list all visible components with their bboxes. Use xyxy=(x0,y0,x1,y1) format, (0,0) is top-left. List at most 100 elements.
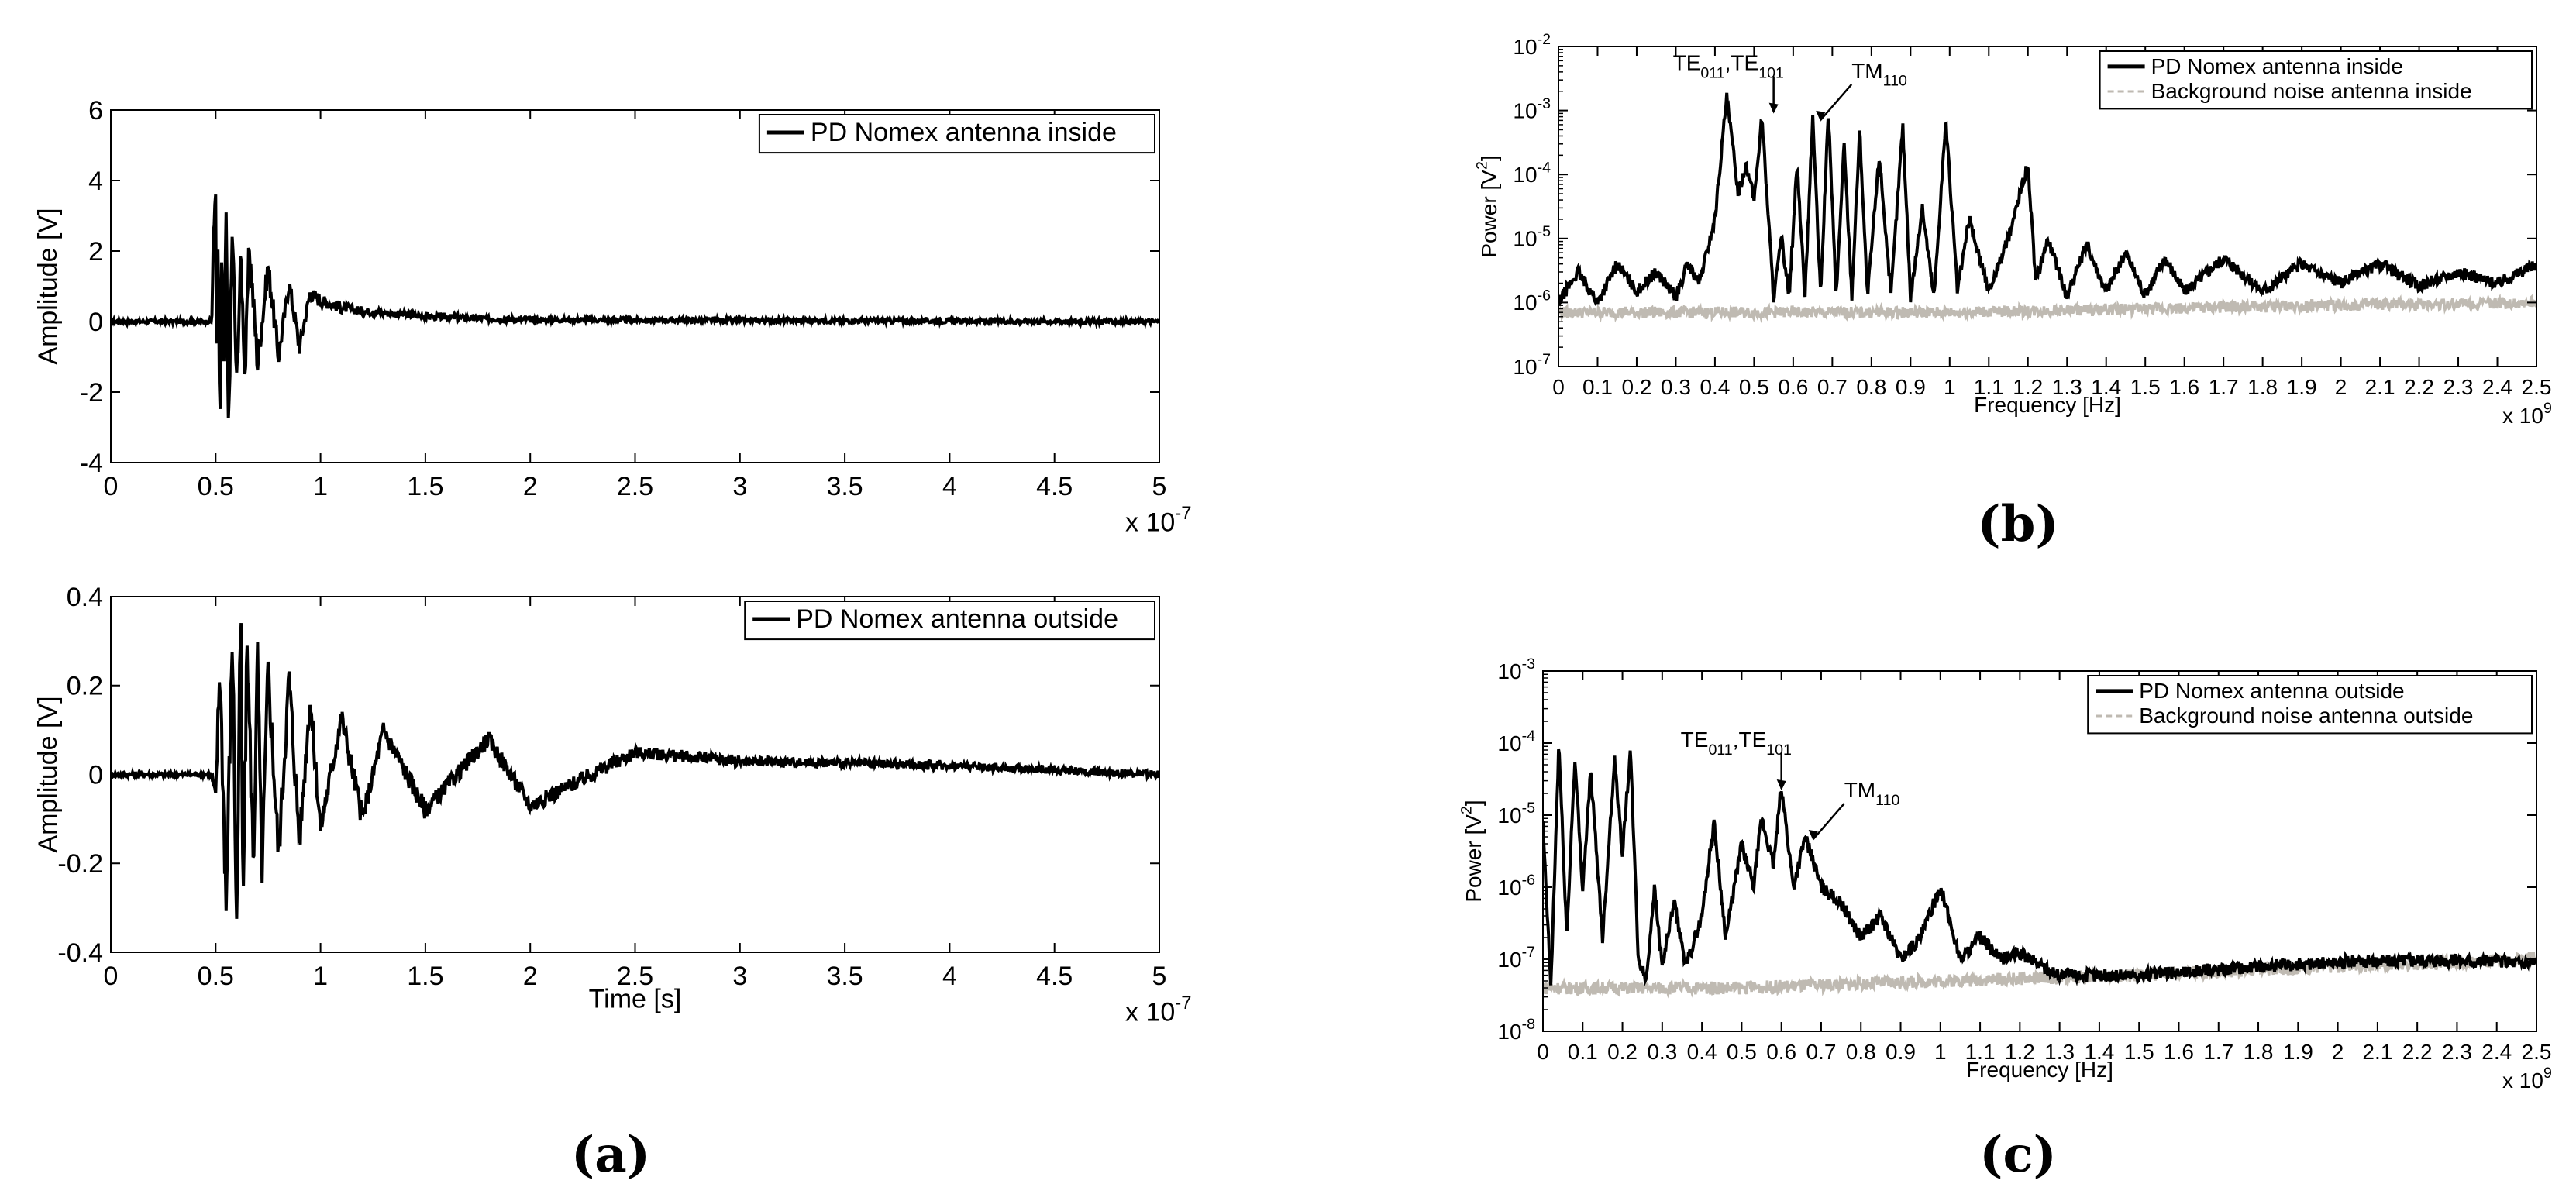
x-tick-label: 0 xyxy=(1552,375,1565,399)
x-tick-label: 0.1 xyxy=(1568,1040,1598,1064)
x-tick-label: 1.5 xyxy=(2124,1040,2154,1064)
x-tick-label: 1 xyxy=(1934,1040,1947,1064)
y-tick-label: 0 xyxy=(88,308,103,337)
x-tick-label: 0.2 xyxy=(1607,1040,1638,1064)
y-tick-label: -4 xyxy=(80,449,103,478)
x-tick-label: 2 xyxy=(523,962,538,991)
y-tick-label: 10-5 xyxy=(1513,223,1551,251)
x-tick-label: 1.9 xyxy=(2283,1040,2313,1064)
x-tick-label: 2 xyxy=(523,472,538,501)
annotation-arrowhead xyxy=(1768,102,1779,114)
x-axis-label: Frequency [Hz] xyxy=(1974,393,2121,417)
x-tick-label: 0.9 xyxy=(1896,375,1926,399)
y-tick-label: 0.4 xyxy=(67,583,103,612)
x-tick-label: 1.2 xyxy=(2005,1040,2035,1064)
x-tick-label: 0.3 xyxy=(1661,375,1691,399)
y-tick-label: 10-2 xyxy=(1513,31,1551,59)
x-multiplier: x 109 xyxy=(2502,400,2552,428)
x-tick-label: 1.3 xyxy=(2044,1040,2075,1064)
x-tick-label: 1 xyxy=(313,472,328,501)
x-tick-label: 1.1 xyxy=(1965,1040,1996,1064)
series-line-primary xyxy=(111,623,1159,919)
x-tick-label: 1.7 xyxy=(2209,375,2239,399)
y-tick-label: 10-4 xyxy=(1497,728,1535,755)
mode-annotation: TM110 xyxy=(1844,778,1900,809)
x-axis-label: Time [s] xyxy=(589,984,682,1013)
x-tick-label: 1.5 xyxy=(407,472,443,501)
x-tick-label: 1.2 xyxy=(2013,375,2043,399)
legend-entry: PD Nomex antenna outside xyxy=(796,604,1118,634)
x-tick-label: 2.5 xyxy=(617,962,653,991)
chart-c: 0 0.1 0.2 0.3 0.4 0.5 0.6 0.7 0.8 0.9 1 1.1 1.2 1.3 1.… xyxy=(1458,656,2551,1093)
legend-entry: Background noise antenna inside xyxy=(2151,79,2472,103)
x-tick-label: 0 xyxy=(104,472,119,501)
x-tick-label: 2.2 xyxy=(2404,375,2434,399)
x-tick-label: 0.1 xyxy=(1582,375,1613,399)
annotation-arrow xyxy=(1820,84,1853,121)
x-tick-label: 2.3 xyxy=(2442,1040,2472,1064)
x-tick-label: 2.2 xyxy=(2402,1040,2433,1064)
y-tick-label: 10-3 xyxy=(1513,95,1551,123)
x-tick-label: 0.6 xyxy=(1778,375,1808,399)
x-tick-label: 0 xyxy=(1537,1040,1549,1064)
x-tick-label: 1.9 xyxy=(2287,375,2317,399)
x-tick-label: 2.5 xyxy=(2522,1040,2552,1064)
x-tick-label: 2.5 xyxy=(2522,375,2552,399)
x-multiplier: x 109 xyxy=(2502,1065,2552,1093)
x-tick-label: 4.5 xyxy=(1036,472,1073,501)
x-tick-label: 1.4 xyxy=(2084,1040,2114,1064)
y-tick-label: 10-7 xyxy=(1497,944,1535,972)
x-tick-label: 1.4 xyxy=(2091,375,2121,399)
y-tick-label: 0.2 xyxy=(67,672,103,701)
annotation-arrow xyxy=(1812,803,1845,840)
x-tick-label: 4 xyxy=(942,962,957,991)
chart-a_bottom: 0 0.5 1 1.5 2 2.5 3 3.5 4 4.5 5 -0.4 -0.2 0 0.2 0.4 x 10… xyxy=(33,583,1191,1027)
x-tick-label: 2 xyxy=(2335,375,2347,399)
x-tick-label: 0.4 xyxy=(1687,1040,1717,1064)
annotation-arrowhead xyxy=(1808,830,1818,841)
x-tick-label: 0.7 xyxy=(1817,375,1848,399)
y-axis-label: Amplitude [V] xyxy=(33,696,63,852)
x-tick-label: 3 xyxy=(732,472,747,501)
y-tick-label: 0 xyxy=(88,760,103,790)
y-tick-label: 10-6 xyxy=(1497,872,1535,900)
x-tick-label: 1.7 xyxy=(2203,1040,2233,1064)
x-tick-label: 2.4 xyxy=(2481,1040,2512,1064)
x-tick-label: 1.6 xyxy=(2169,375,2199,399)
x-tick-label: 0.5 xyxy=(1739,375,1769,399)
legend-box xyxy=(758,114,1156,154)
y-tick-label: -0.2 xyxy=(57,849,103,879)
y-tick-label: 10-6 xyxy=(1513,287,1551,315)
y-axis-label: Amplitude [V] xyxy=(33,208,63,364)
y-tick-label: 10-8 xyxy=(1497,1016,1535,1044)
x-tick-label: 2.3 xyxy=(2443,375,2474,399)
x-tick-label: 1.1 xyxy=(1974,375,2004,399)
x-tick-label: 0.5 xyxy=(198,962,234,991)
x-tick-label: 0.5 xyxy=(198,472,234,501)
x-tick-label: 2.1 xyxy=(2365,375,2395,399)
legend-entry: PD Nomex antenna inside xyxy=(811,118,1117,147)
y-tick-label: -0.4 xyxy=(57,938,103,968)
x-axis-label: Frequency [Hz] xyxy=(1966,1058,2113,1082)
y-axis-label: Power [V2] xyxy=(1458,800,1486,902)
x-multiplier: x 10-7 xyxy=(1125,503,1191,537)
mode-annotation: TE011,TE101 xyxy=(1673,51,1784,82)
x-tick-label: 0.9 xyxy=(1886,1040,1916,1064)
x-tick-label: 1 xyxy=(313,962,328,991)
legend-entry: Background noise antenna outside xyxy=(2139,704,2473,728)
x-tick-label: 3.5 xyxy=(826,472,863,501)
x-tick-label: 1.8 xyxy=(2247,375,2278,399)
x-tick-label: 3.5 xyxy=(826,962,863,991)
x-tick-label: 1.5 xyxy=(407,962,443,991)
x-tick-label: 1.3 xyxy=(2052,375,2082,399)
x-multiplier: x 10-7 xyxy=(1125,993,1191,1027)
mode-annotation: TE011,TE101 xyxy=(1681,728,1792,759)
x-tick-label: 0.8 xyxy=(1846,1040,1876,1064)
x-tick-label: 0.4 xyxy=(1700,375,1730,399)
axes-frame xyxy=(1558,46,2537,367)
x-tick-label: 2.5 xyxy=(617,472,653,501)
x-tick-label: 2 xyxy=(2332,1040,2344,1064)
x-tick-label: 0.5 xyxy=(1727,1040,1757,1064)
x-tick-label: 1.5 xyxy=(2130,375,2161,399)
y-axis-label: Power [V2] xyxy=(1473,155,1501,257)
